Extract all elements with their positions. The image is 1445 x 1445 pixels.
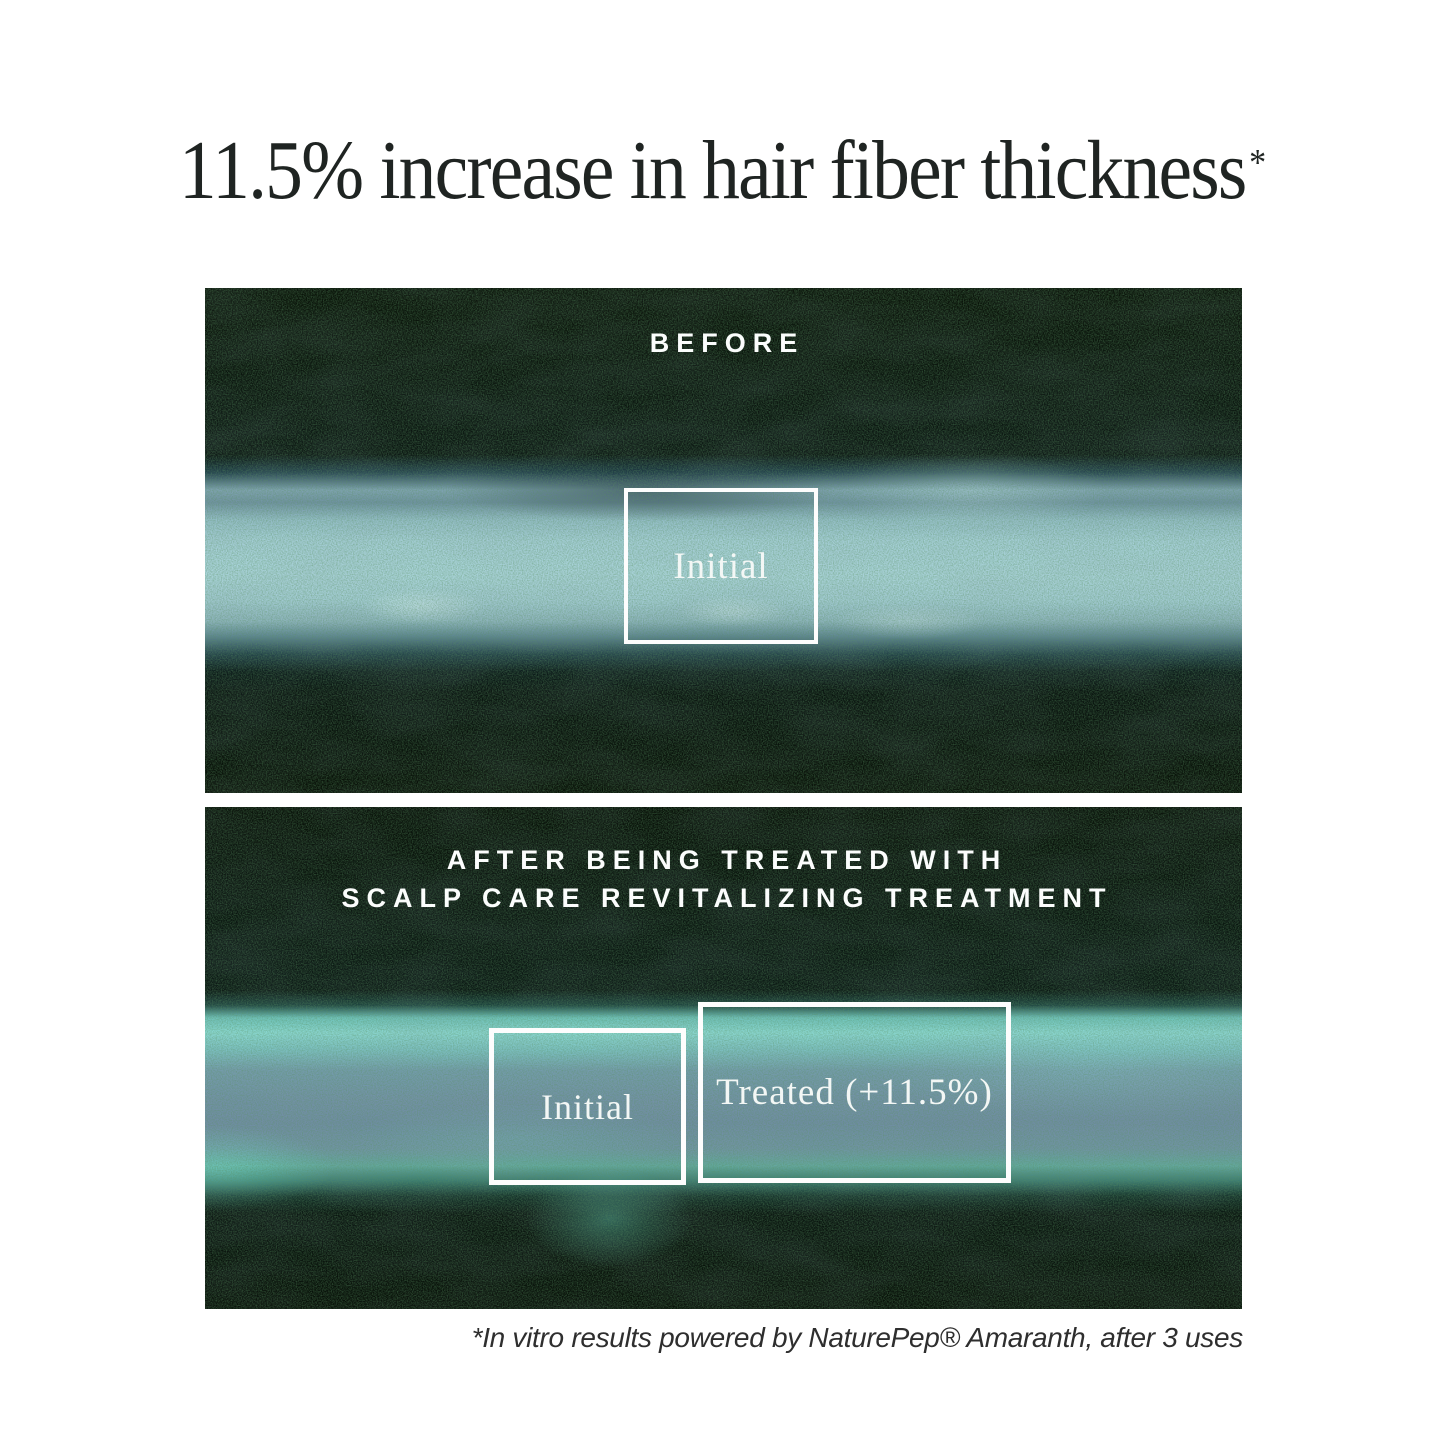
headline-text: 11.5% increase in hair fiber thickness: [178, 124, 1247, 217]
treated-measurement-box: Treated (+11.5%): [698, 1002, 1011, 1183]
before-title: BEFORE: [649, 328, 805, 358]
initial-box-label: Initial: [541, 1086, 634, 1127]
treated-box-label: Treated (+11.5%): [716, 1072, 993, 1113]
before-photo: BEFORE Initial: [205, 288, 1242, 793]
headline-asterisk: *: [1249, 141, 1267, 184]
after-title-line1: AFTER BEING TREATED WITH: [446, 845, 1008, 875]
initial-measurement-box: Initial: [624, 488, 818, 644]
after-title: AFTER BEING TREATED WITH SCALP CARE REVI…: [205, 841, 1242, 917]
initial-box-label: Initial: [673, 545, 769, 587]
after-title-line2: SCALP CARE REVITALIZING TREATMENT: [341, 883, 1113, 913]
after-photo: AFTER BEING TREATED WITH SCALP CARE REVI…: [205, 807, 1242, 1309]
page-title: 11.5% increase in hair fiber thickness*: [72, 118, 1373, 223]
initial-measurement-box: Initial: [489, 1028, 686, 1185]
footnote: *In vitro results powered by NaturePep® …: [471, 1322, 1244, 1353]
